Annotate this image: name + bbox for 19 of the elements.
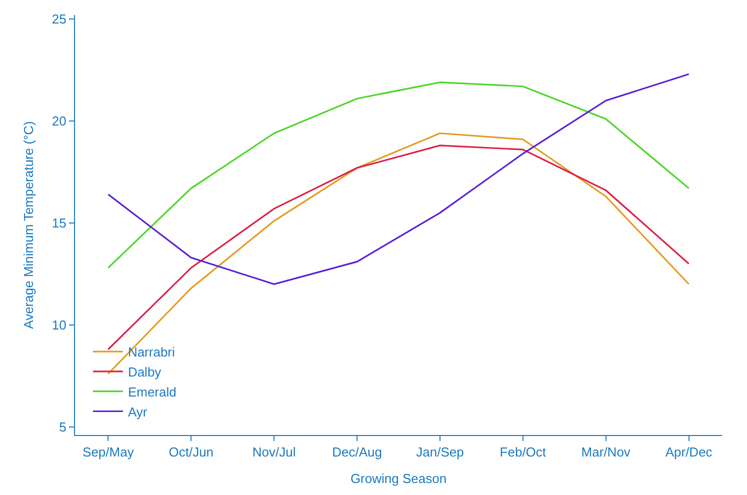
x-axis-title: Growing Season [350,471,447,486]
y-axis-title: Average Minimum Temperature (°C) [20,121,36,329]
legend-label: Ayr [128,404,148,420]
y-tick-label: 20 [52,114,66,129]
x-tick-label: Sep/May [82,444,134,460]
legend-label: Emerald [128,384,176,400]
y-tick-label: 10 [52,317,66,332]
legend-label: Dalby [128,364,162,380]
x-tick-label: Nov/Jul [252,444,296,460]
x-tick-label: Oct/Jun [168,444,214,460]
x-tick-label: Mar/Nov [581,444,631,460]
x-tick-label: Apr/Dec [665,444,713,460]
y-tick-label: 25 [52,12,66,27]
y-tick-label: 5 [59,419,66,434]
x-tick-label: Jan/Sep [416,444,464,460]
legend-label: Narrabri [128,344,176,360]
x-tick-label: Dec/Aug [332,444,382,460]
y-tick-label: 15 [52,216,66,231]
x-tick-label: Feb/Oct [500,444,546,460]
